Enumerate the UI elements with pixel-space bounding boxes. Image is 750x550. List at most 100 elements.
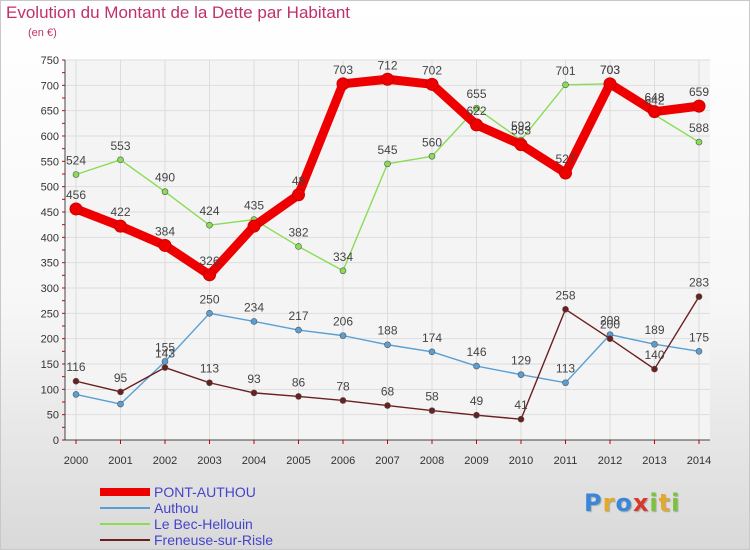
data-label-authou: 155 (155, 340, 175, 354)
proxiti-logo: Proxiti (584, 489, 680, 517)
data-label-le-bec-hellouin: 588 (689, 121, 709, 135)
data-label-authou: 174 (422, 331, 442, 345)
data-point-pont-authou (514, 138, 528, 152)
data-point-freneuse-sur-risle (651, 365, 658, 373)
data-point-le-bec-hellouin (339, 267, 347, 275)
data-point-pont-authou (559, 166, 572, 180)
data-point-freneuse-sur-risle (695, 293, 703, 300)
legend-swatch-le-bec-hellouin (100, 523, 150, 525)
x-tick-label: 2002 (153, 455, 177, 467)
data-point-pont-authou (247, 219, 261, 233)
x-tick-label: 2008 (420, 455, 444, 467)
data-label-le-bec-hellouin: 524 (66, 154, 86, 168)
data-point-authou (651, 340, 658, 348)
x-tick-label: 2003 (197, 455, 221, 467)
data-point-le-bec-hellouin (161, 188, 169, 196)
data-label-le-bec-hellouin: 655 (466, 87, 486, 101)
data-point-freneuse-sur-risle (250, 389, 258, 397)
data-point-pont-authou (692, 99, 706, 113)
data-point-pont-authou (203, 268, 216, 282)
data-label-le-bec-hellouin: 545 (377, 143, 397, 157)
data-label-freneuse-sur-risle: 93 (247, 372, 261, 386)
data-point-freneuse-sur-risle (295, 393, 302, 400)
y-tick-label: 0 (53, 435, 59, 447)
data-point-le-bec-hellouin (695, 138, 703, 146)
data-label-authou: 175 (689, 330, 709, 344)
data-point-le-bec-hellouin (117, 156, 124, 164)
legend-label-le-bec-hellouin: Le Bec-Hellouin (154, 516, 253, 532)
data-label-authou: 208 (600, 314, 620, 328)
data-point-authou (117, 400, 124, 408)
data-point-authou (339, 332, 347, 339)
x-tick-label: 2000 (64, 455, 88, 467)
x-tick-label: 2013 (642, 455, 666, 467)
data-point-freneuse-sur-risle (517, 415, 525, 423)
data-label-authou: 250 (199, 292, 219, 306)
y-tick-label: 650 (41, 106, 59, 118)
x-tick-label: 2010 (509, 455, 533, 467)
y-tick-label: 550 (41, 156, 59, 168)
logo-letter: t (658, 489, 672, 517)
data-label-freneuse-sur-risle: 68 (381, 385, 395, 399)
data-point-freneuse-sur-risle (606, 335, 614, 342)
data-label-authou: 189 (644, 323, 664, 337)
data-point-authou (72, 391, 80, 398)
y-tick-label: 100 (41, 384, 59, 396)
data-point-authou (295, 326, 302, 334)
legend-swatch-pont-authou (100, 488, 150, 496)
data-label-pont-authou: 703 (600, 63, 620, 77)
data-label-freneuse-sur-risle: 113 (200, 362, 219, 376)
data-label-authou: 113 (556, 362, 575, 376)
data-label-pont-authou: 456 (66, 188, 86, 202)
x-tick-label: 2012 (598, 455, 622, 467)
data-label-authou: 217 (288, 309, 308, 323)
data-label-pont-authou: 712 (377, 58, 397, 72)
legend-label-authou: Authou (154, 500, 199, 516)
data-point-authou (473, 362, 480, 370)
logo-letter: o (615, 489, 633, 517)
y-tick-label: 300 (41, 283, 59, 295)
data-label-freneuse-sur-risle: 86 (292, 375, 306, 389)
legend-swatch-authou (100, 507, 150, 509)
data-label-freneuse-sur-risle: 200 (600, 318, 620, 332)
data-label-pont-authou: 702 (422, 63, 442, 77)
data-point-le-bec-hellouin (206, 221, 213, 229)
data-label-le-bec-hellouin: 490 (155, 171, 175, 185)
data-point-pont-authou (470, 118, 483, 132)
data-point-freneuse-sur-risle (562, 305, 569, 313)
data-label-freneuse-sur-risle: 49 (470, 394, 484, 408)
data-point-le-bec-hellouin (384, 160, 391, 168)
data-label-le-bec-hellouin: 553 (110, 139, 130, 153)
data-point-pont-authou (158, 238, 172, 252)
data-label-authou: 234 (244, 300, 264, 314)
x-tick-label: 2007 (375, 455, 399, 467)
legend-label-pont-authou: PONT-AUTHOU (154, 484, 256, 500)
data-point-le-bec-hellouin (72, 171, 80, 178)
data-label-le-bec-hellouin: 334 (333, 250, 353, 264)
data-label-pont-authou: 384 (155, 224, 175, 238)
data-label-authou: 129 (511, 354, 531, 368)
data-point-authou (206, 310, 213, 317)
data-point-pont-authou (603, 77, 617, 91)
data-label-le-bec-hellouin: 560 (422, 135, 442, 149)
logo-letter: i (649, 489, 659, 517)
data-point-pont-authou (292, 188, 305, 202)
data-label-pont-authou: 659 (689, 85, 709, 99)
logo-letter: x (632, 489, 650, 517)
data-label-authou: 188 (377, 324, 397, 338)
data-point-authou (562, 379, 569, 387)
data-label-freneuse-sur-risle: 41 (514, 398, 528, 412)
x-tick-label: 2014 (687, 455, 711, 467)
data-point-freneuse-sur-risle (117, 388, 124, 396)
data-point-pont-authou (381, 72, 394, 86)
data-label-pont-authou: 622 (466, 104, 486, 118)
data-label-freneuse-sur-risle: 58 (425, 390, 439, 404)
data-point-authou (384, 341, 391, 349)
data-label-le-bec-hellouin: 642 (644, 94, 664, 108)
y-tick-label: 250 (41, 308, 59, 320)
data-point-authou (428, 348, 436, 356)
data-label-le-bec-hellouin: 435 (244, 199, 264, 213)
data-point-pont-authou (69, 202, 83, 216)
data-point-freneuse-sur-risle (384, 402, 391, 409)
data-label-freneuse-sur-risle: 78 (336, 379, 350, 393)
